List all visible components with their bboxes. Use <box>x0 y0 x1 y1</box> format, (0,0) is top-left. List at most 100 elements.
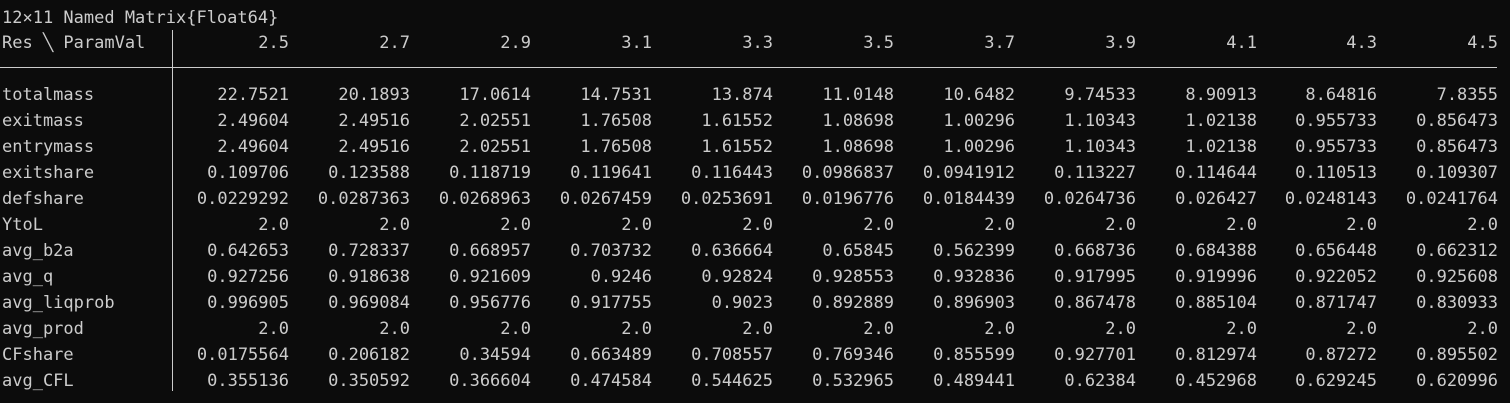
table-cell: 0.0267459 <box>559 189 652 209</box>
table-row: YtoL 2.0 2.0 2.0 2.0 2.0 2.0 2.0 2.0 2.0 2.0 2.0 <box>0 212 1510 238</box>
table-cell: 0.0175564 <box>196 345 289 365</box>
table-cell: 0.629245 <box>1295 371 1377 391</box>
table-cell: 0.927256 <box>207 267 289 287</box>
table-row: avg_q 0.927256 0.918638 0.921609 0.9246 0.928… <box>0 264 1510 290</box>
table-cell: 0.684388 <box>1175 241 1257 261</box>
table-cell: 1.00296 <box>943 111 1015 131</box>
column-header: 2.9 <box>500 33 531 53</box>
table-cell: 2.0 <box>1346 215 1377 235</box>
table-row: CFshare 0.0175564 0.206182 0.34594 0.663489 0… <box>0 342 1510 368</box>
table-row: defshare 0.0229292 0.0287363 0.0268963 0.026… <box>0 186 1510 212</box>
table-cell: 2.0 <box>742 319 773 339</box>
table-cell: 2.0 <box>742 215 773 235</box>
table-cell: 2.0 <box>621 319 652 339</box>
table-cell: 0.9023 <box>711 293 773 313</box>
column-header: 3.9 <box>1105 33 1136 53</box>
table-cell: 0.118719 <box>449 163 531 183</box>
table-cell: 0.110513 <box>1295 163 1377 183</box>
table-cell: 2.0 <box>379 215 410 235</box>
matrix-type-title: 12×11 Named Matrix{Float64} <box>2 8 279 28</box>
table-cell: 0.0184439 <box>922 189 1015 209</box>
row-label: defshare <box>2 189 84 209</box>
table-row: totalmass 22.7521 20.1893 17.0614 14.7531 13.… <box>0 82 1510 108</box>
header-divider-horizontal <box>0 67 1497 68</box>
table-cell: 0.9246 <box>590 267 652 287</box>
table-cell: 20.1893 <box>338 85 410 105</box>
table-cell: 0.928553 <box>812 267 894 287</box>
table-row: avg_prod 2.0 2.0 2.0 2.0 2.0 2.0 2.0 2.0 2.0 2.0 2.… <box>0 316 1510 342</box>
row-label: totalmass <box>2 85 95 105</box>
table-cell: 0.919996 <box>1175 267 1257 287</box>
table-cell: 0.708557 <box>691 345 773 365</box>
table-cell: 0.892889 <box>812 293 894 313</box>
column-header: 3.5 <box>863 33 894 53</box>
table-cell: 0.918638 <box>328 267 410 287</box>
table-cell: 0.119641 <box>570 163 652 183</box>
table-cell: 0.62384 <box>1064 371 1136 391</box>
table-cell: 0.562399 <box>933 241 1015 261</box>
table-cell: 2.0 <box>258 319 289 339</box>
table-cell: 0.885104 <box>1175 293 1257 313</box>
body-divider-vertical <box>172 68 173 391</box>
table-cell: 0.109307 <box>1416 163 1498 183</box>
table-cell: 0.0287363 <box>317 189 410 209</box>
table-row: entrymass 2.49604 2.49516 2.02551 1.76508 1.6… <box>0 134 1510 160</box>
table-cell: 2.0 <box>984 319 1015 339</box>
table-cell: 0.0196776 <box>801 189 894 209</box>
table-cell: 0.922052 <box>1295 267 1377 287</box>
table-cell: 0.34594 <box>459 345 531 365</box>
table-cell: 0.895502 <box>1416 345 1498 365</box>
table-cell: 0.0264736 <box>1043 189 1136 209</box>
table-cell: 8.64816 <box>1305 85 1377 105</box>
table-cell: 0.921609 <box>449 267 531 287</box>
table-cell: 0.896903 <box>933 293 1015 313</box>
table-cell: 0.0241764 <box>1405 189 1498 209</box>
table-cell: 2.0 <box>984 215 1015 235</box>
table-cell: 2.49604 <box>217 137 289 157</box>
table-cell: 2.0 <box>1467 319 1498 339</box>
table-cell: 0.769346 <box>812 345 894 365</box>
table-cell: 0.812974 <box>1175 345 1257 365</box>
table-cell: 2.49516 <box>338 111 410 131</box>
corner-label: Res ╲ ParamVal <box>2 33 146 53</box>
table-cell: 0.544625 <box>691 371 773 391</box>
table-cell: 0.355136 <box>207 371 289 391</box>
table-cell: 0.996905 <box>207 293 289 313</box>
table-cell: 2.0 <box>1105 215 1136 235</box>
table-cell: 2.0 <box>258 215 289 235</box>
table-cell: 0.116443 <box>691 163 773 183</box>
column-header: 2.7 <box>379 33 410 53</box>
table-cell: 0.366604 <box>449 371 531 391</box>
column-header: 4.3 <box>1346 33 1377 53</box>
table-cell: 1.76508 <box>580 137 652 157</box>
table-cell: 17.0614 <box>459 85 531 105</box>
table-cell: 14.7531 <box>580 85 652 105</box>
table-cell: 0.87272 <box>1305 345 1377 365</box>
column-header: 4.5 <box>1467 33 1498 53</box>
table-cell: 2.0 <box>500 215 531 235</box>
table-cell: 8.90913 <box>1185 85 1257 105</box>
table-row: exitmass 2.49604 2.49516 2.02551 1.76508 1.61… <box>0 108 1510 134</box>
table-cell: 1.08698 <box>822 111 894 131</box>
row-label: avg_CFL <box>2 371 74 391</box>
table-cell: 0.026427 <box>1175 189 1257 209</box>
table-cell: 1.61552 <box>701 111 773 131</box>
table-cell: 0.92824 <box>701 267 773 287</box>
table-cell: 22.7521 <box>217 85 289 105</box>
table-cell: 0.856473 <box>1416 137 1498 157</box>
table-cell: 0.663489 <box>570 345 652 365</box>
table-cell: 0.956776 <box>449 293 531 313</box>
table-cell: 0.656448 <box>1295 241 1377 261</box>
table-cell: 2.0 <box>863 319 894 339</box>
table-cell: 0.452968 <box>1175 371 1257 391</box>
table-cell: 0.668957 <box>449 241 531 261</box>
row-label: avg_liqprob <box>2 293 115 313</box>
table-cell: 1.08698 <box>822 137 894 157</box>
table-cell: 0.350592 <box>328 371 410 391</box>
table-cell: 2.0 <box>1226 319 1257 339</box>
header-divider-vertical <box>172 30 173 67</box>
table-cell: 1.76508 <box>580 111 652 131</box>
table-row: exitshare 0.109706 0.123588 0.118719 0.11964… <box>0 160 1510 186</box>
row-label: exitshare <box>2 163 95 183</box>
table-cell: 1.10343 <box>1064 111 1136 131</box>
